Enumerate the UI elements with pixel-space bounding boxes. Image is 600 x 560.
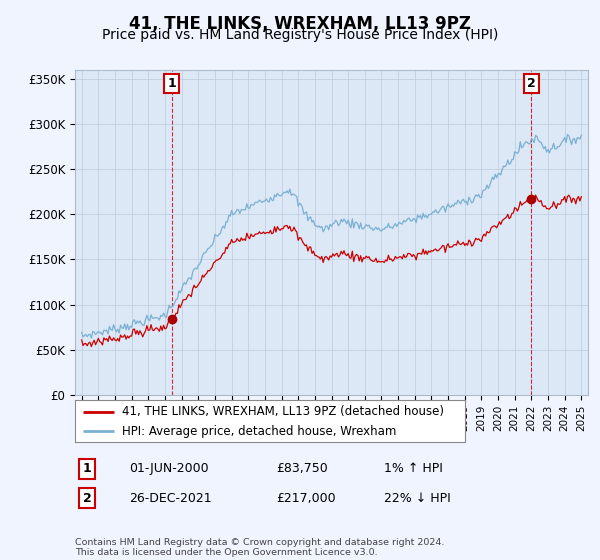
Text: 2: 2 bbox=[83, 492, 91, 505]
Text: 1: 1 bbox=[167, 77, 176, 90]
Text: 26-DEC-2021: 26-DEC-2021 bbox=[129, 492, 212, 505]
Text: Contains HM Land Registry data © Crown copyright and database right 2024.
This d: Contains HM Land Registry data © Crown c… bbox=[75, 538, 445, 557]
Text: 22% ↓ HPI: 22% ↓ HPI bbox=[384, 492, 451, 505]
Text: 2: 2 bbox=[527, 77, 535, 90]
Text: Price paid vs. HM Land Registry's House Price Index (HPI): Price paid vs. HM Land Registry's House … bbox=[102, 28, 498, 42]
Text: 1: 1 bbox=[83, 462, 91, 475]
Text: £83,750: £83,750 bbox=[276, 462, 328, 475]
Text: 01-JUN-2000: 01-JUN-2000 bbox=[129, 462, 209, 475]
Text: 41, THE LINKS, WREXHAM, LL13 9PZ (detached house): 41, THE LINKS, WREXHAM, LL13 9PZ (detach… bbox=[122, 405, 444, 418]
Text: £217,000: £217,000 bbox=[276, 492, 335, 505]
Text: HPI: Average price, detached house, Wrexham: HPI: Average price, detached house, Wrex… bbox=[122, 424, 396, 437]
Text: 41, THE LINKS, WREXHAM, LL13 9PZ: 41, THE LINKS, WREXHAM, LL13 9PZ bbox=[129, 15, 471, 32]
Text: 1% ↑ HPI: 1% ↑ HPI bbox=[384, 462, 443, 475]
